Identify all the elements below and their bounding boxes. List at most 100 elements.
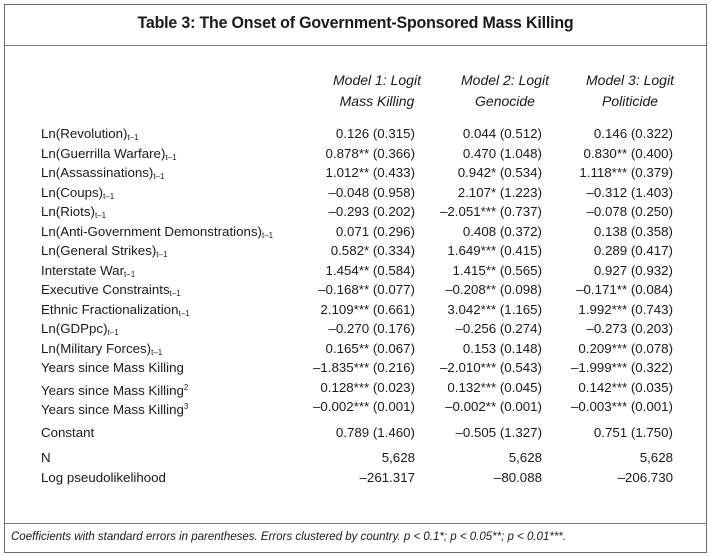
row-label-subscript: t–1 <box>165 152 177 162</box>
model-2-cell: –0.256 (0.274) <box>455 321 543 336</box>
table-row: Ln(GDPpc)t–1 –0.270 (0.176) –0.256 (0.274)… <box>41 319 691 339</box>
row-label: Ln(Guerrilla Warfare)t–1 <box>41 144 177 168</box>
row-label-text: Years since Mass Killing <box>41 382 184 398</box>
model-1-cell: 0.126 (0.315) <box>335 126 415 141</box>
table-row: Interstate Wart–1 1.454** (0.584) 1.415** … <box>41 261 691 281</box>
model-3-header: Model 3: Logit Politicide <box>565 70 695 112</box>
table-row: Ln(Assassinations)t–1 1.012** (0.433) 0.94… <box>41 163 691 183</box>
model-1-cell: –0.293 (0.202) <box>328 204 416 219</box>
model-1-cell: 0.878** (0.366) <box>325 145 415 161</box>
table-row: Ln(Riots)t–1 –0.293 (0.202) –2.051*** (0.7… <box>41 202 691 222</box>
row-label-text: Ln(Military Forces) <box>41 340 152 356</box>
row-label-text: Ln(Coups) <box>41 184 104 200</box>
model-3-cell: 0.830** (0.400) <box>583 145 673 161</box>
table-row: Years since Mass Killing2 0.128*** (0.023… <box>41 378 691 398</box>
model-3-cell: 0.751 (1.750) <box>593 424 673 440</box>
model-3-cell: –0.003*** (0.001) <box>570 399 673 414</box>
row-label-text: Ln(Guerrilla Warfare) <box>41 145 166 161</box>
row-label-text: Ethnic Fractionalization <box>41 301 179 317</box>
model-3-cell: –0.312 (1.403) <box>586 184 674 200</box>
model-1-cell: –1.835*** (0.216) <box>312 360 415 375</box>
model-2-cell: 0.153 (0.148) <box>462 340 542 356</box>
model-3-cell: –0.078 (0.250) <box>586 204 674 219</box>
row-label-superscript: 3 <box>183 402 189 411</box>
row-label: Ln(Military Forces)t–1 <box>41 339 162 363</box>
model-3-line2: Politicide <box>601 93 659 109</box>
model-1-cell: 1.454** (0.584) <box>325 262 415 278</box>
model-2-header: Model 2: Logit Genocide <box>440 70 570 112</box>
row-label-subscript: t–1 <box>156 250 168 259</box>
table-row: Ethnic Fractionalizationt–1 2.109*** (0.6… <box>41 300 691 320</box>
title-divider <box>5 45 706 46</box>
model-3-cell: 5,628 <box>639 450 673 465</box>
table-frame: Table 3: The Onset of Government-Sponsor… <box>4 4 707 553</box>
row-label-subscript: t–1 <box>103 191 115 201</box>
model-2-cell: –0.208** (0.098) <box>445 282 542 297</box>
row-label-subscript: t–1 <box>261 230 274 240</box>
row-label-subscript: t–1 <box>178 308 190 318</box>
table-row: Years since Mass Killing3 –0.002*** (0.00… <box>41 397 691 417</box>
row-label-text: Ln(General Strikes) <box>41 243 157 258</box>
model-1-line2: Mass Killing <box>339 93 415 109</box>
row-label-text: Ln(Revolution) <box>41 126 128 141</box>
model-2-cell: 0.044 (0.512) <box>462 126 542 141</box>
table-row: Ln(Revolution)t–1 0.126 (0.315) 0.044 (0.5… <box>41 124 691 144</box>
table-row: N 5,628 5,628 5,628 <box>41 448 691 468</box>
row-label-text: Executive Constraints <box>41 282 170 297</box>
model-2-cell: 0.942* (0.534) <box>457 165 542 180</box>
model-3-cell: 1.118*** (0.379) <box>579 165 673 180</box>
model-3-line1: Model 3: Logit <box>586 72 674 88</box>
row-label-text: Ln(Riots) <box>41 204 95 219</box>
row-label-text: Ln(GDPpc) <box>41 321 108 336</box>
model-1-cell: 2.109*** (0.661) <box>320 301 415 317</box>
row-label-subscript: t–1 <box>169 289 181 298</box>
model-2-cell: 0.132*** (0.045) <box>447 379 542 395</box>
model-3-cell: 0.209*** (0.078) <box>578 340 673 356</box>
table-row: Years since Mass Killing –1.835*** (0.216… <box>41 358 691 378</box>
row-label: Ln(Coups)t–1 <box>41 183 114 207</box>
model-1-cell: –261.317 <box>359 469 415 485</box>
row-label-subscript: t–1 <box>107 328 119 337</box>
model-3-cell: –0.171** (0.084) <box>576 282 673 297</box>
row-label: Log pseudolikelihood <box>41 468 166 488</box>
row-label-text: N <box>41 450 51 465</box>
model-1-cell: 0.165** (0.067) <box>325 340 415 356</box>
table-title: Table 3: The Onset of Government-Sponsor… <box>137 13 574 32</box>
row-label: Ln(General Strikes)t–1 <box>41 241 167 265</box>
model-1-header: Model 1: Logit Mass Killing <box>312 70 442 112</box>
model-2-cell: –80.088 <box>493 469 542 485</box>
table-row: Ln(Military Forces)t–1 0.165** (0.067) 0.1… <box>41 339 691 359</box>
model-1-cell: –0.002*** (0.001) <box>312 399 415 414</box>
model-1-cell: 5,628 <box>381 450 415 465</box>
model-3-cell: –206.730 <box>617 469 673 485</box>
row-label: Years since Mass Killing3 <box>41 397 188 420</box>
row-label: Ethnic Fractionalizationt–1 <box>41 300 190 324</box>
model-2-cell: –0.002** (0.001) <box>445 399 542 414</box>
model-2-line1: Model 2: Logit <box>461 72 549 88</box>
table-footnote: Coefficients with standard errors in par… <box>11 531 566 543</box>
row-label-text: Years since Mass Killing <box>41 360 184 375</box>
row-label-subscript: t–1 <box>127 133 139 142</box>
row-label: Constant <box>41 423 94 443</box>
row-label-subscript: t–1 <box>124 269 136 279</box>
row-label: Executive Constraintst–1 <box>41 280 181 304</box>
row-label: Interstate Wart–1 <box>41 261 135 285</box>
row-label: N <box>41 448 51 468</box>
row-label-text: Interstate War <box>41 262 125 278</box>
model-3-cell: 1.992*** (0.743) <box>578 301 673 317</box>
row-label-text: Ln(Anti-Government Demonstrations) <box>41 223 262 239</box>
table-row: Ln(General Strikes)t–1 0.582* (0.334) 1.64… <box>41 241 691 261</box>
model-2-cell: 0.408 (0.372) <box>462 223 542 239</box>
model-2-cell: –0.505 (1.327) <box>455 424 543 440</box>
row-label: Years since Mass Killing2 <box>41 378 188 401</box>
model-1-cell: 0.128*** (0.023) <box>320 379 415 395</box>
model-1-cell: 0.071 (0.296) <box>335 223 415 239</box>
table-row: Ln(Anti-Government Demonstrations)t–1 0.0… <box>41 222 691 242</box>
model-1-cell: –0.168** (0.077) <box>318 282 415 297</box>
model-3-cell: 0.927 (0.932) <box>593 262 673 278</box>
model-1-cell: –0.270 (0.176) <box>328 321 416 336</box>
model-3-cell: 0.146 (0.322) <box>593 126 673 141</box>
model-2-cell: 5,628 <box>508 450 542 465</box>
table-row: Log pseudolikelihood –261.317 –80.088 –206.… <box>41 468 691 488</box>
model-2-cell: 1.415** (0.565) <box>452 262 542 278</box>
